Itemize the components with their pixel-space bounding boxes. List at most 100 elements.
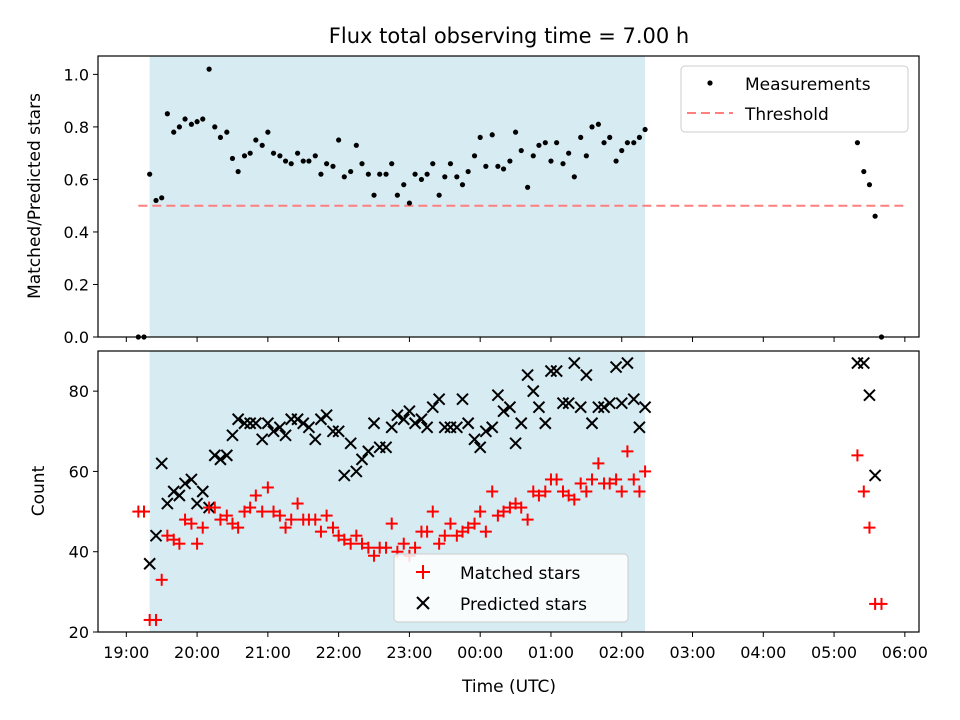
matched-point [249,489,262,502]
bottom-y-tick-label: 40 [69,543,89,562]
measurement-point [359,161,365,167]
matched-point [397,537,410,550]
bottom-y-tick-label: 20 [69,623,89,642]
predicted-point [539,417,552,430]
measurement-point [294,150,301,156]
predicted-point [362,445,375,458]
matched-point [338,533,351,546]
predicted-point [167,485,180,498]
measurement-point [536,142,542,148]
measurement-point [383,171,389,177]
x-tick-label: 03:00 [669,643,715,662]
predicted-point [332,425,345,438]
measurement-point [578,134,584,141]
measurement-point [424,171,430,177]
predicted-point [190,497,204,510]
predicted-point [297,417,310,430]
measurement-point [418,176,425,183]
predicted-point [355,453,369,466]
measurement-point [318,171,324,177]
x-tick-label: 04:00 [740,643,786,662]
measurement-point [631,140,637,146]
matched-point [208,501,221,514]
measurement-point [341,174,347,180]
top-legend: Measurements Threshold [680,65,909,133]
measurement-point [365,171,371,177]
measurement-point [412,171,418,177]
measurement-point [589,124,595,130]
top-ticks: 0.0 0.2 0.4 0.6 0.8 1.0 [64,65,906,347]
measurement-point [247,150,253,156]
matched-point [320,509,333,522]
matched-point [261,481,274,494]
matched-point [344,537,357,550]
measurement-point [224,129,230,135]
matched-point [603,477,616,490]
measurement-point [500,166,507,172]
measurement-point [595,121,601,127]
matched-point [185,517,198,530]
measurement-point [176,124,182,130]
top-y-tick-label: 0.6 [64,170,89,189]
predicted-point [344,437,357,450]
measurement-point [153,197,159,204]
measurement-point [507,158,513,164]
predicted-point [627,392,640,406]
matched-point [309,513,322,526]
predicted-point [574,400,587,414]
matched-point [615,485,628,498]
matched-point [574,477,587,490]
predicted-point [503,400,517,414]
top-y-tick-label: 0.8 [64,118,89,137]
predicted-point [527,384,540,398]
bottom-legend: Matched stars Predicted stars [393,553,629,623]
predicted-point [461,417,475,430]
legend-measurement-marker [707,80,713,86]
predicted-point [432,392,446,406]
matched-point [875,597,888,610]
predicted-point [314,413,328,426]
x-tick-label: 21:00 [245,643,291,662]
measurement-point [642,126,648,133]
measurement-point [353,142,359,148]
predicted-point [379,441,393,454]
measurement-point [560,161,566,167]
predicted-point [302,421,316,434]
x-tick-label: 00:00 [457,643,503,662]
matched-point [256,505,269,518]
matched-point [326,521,339,534]
top-panel: 0.0 0.2 0.4 0.6 0.8 1.0 Matched/Predicted sta… [25,55,920,347]
matched-point [161,529,174,542]
predicted-point [178,477,192,490]
x-tick-label: 20:00 [174,643,220,662]
measurement-point [525,184,531,190]
measurement-point [188,121,195,127]
matched-point [155,573,168,586]
predicted-point [868,469,882,482]
matched-point [568,493,581,506]
matched-point [580,485,593,498]
predicted-point [309,433,322,446]
measurement-point [253,137,259,143]
predicted-point [185,473,198,486]
measurement-point [336,137,342,143]
matched-point [639,465,652,478]
matched-point [857,485,870,498]
predicted-point [420,421,434,434]
measurement-point [241,153,248,159]
predicted-point [385,421,398,434]
measurement-point [282,158,289,164]
predicted-point [320,409,333,422]
measurement-point [471,153,478,159]
matched-point [380,541,393,554]
predicted-point [521,368,534,382]
measurement-point [454,174,460,180]
predicted-point [544,364,558,378]
predicted-point [226,429,239,442]
matched-point [214,513,227,526]
matched-point [610,473,623,486]
measurement-point [194,119,200,125]
measurement-point [489,132,495,138]
predicted-point [243,417,257,430]
predicted-point [338,469,351,482]
